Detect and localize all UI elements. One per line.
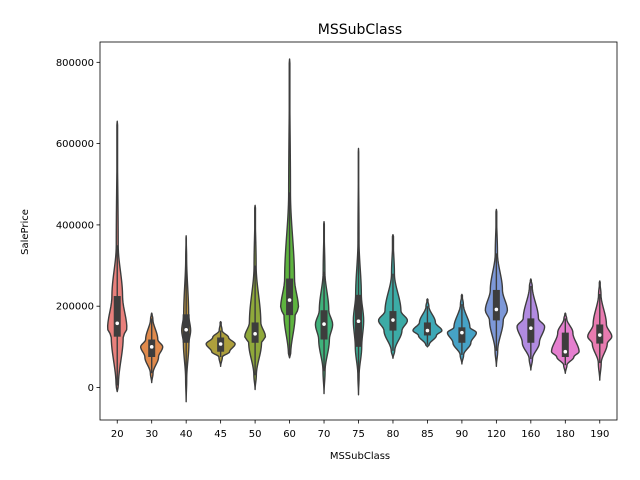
- violin-90: [446, 293, 478, 365]
- violin-75: [352, 147, 365, 396]
- y-tick-label-600000: 600000: [56, 139, 94, 150]
- violin-median-45: [218, 342, 223, 346]
- x-tick-label-50: 50: [249, 429, 262, 440]
- chart-title: MSSubClass: [318, 22, 402, 38]
- violin-180: [550, 312, 580, 374]
- y-tick-label-400000: 400000: [56, 220, 94, 231]
- violin-40: [180, 235, 192, 403]
- y-tick-label-800000: 800000: [56, 58, 94, 69]
- x-tick-label-60: 60: [283, 429, 296, 440]
- violin-median-80: [391, 318, 395, 322]
- x-tick-label-80: 80: [387, 429, 400, 440]
- violin-median-50: [253, 332, 257, 336]
- violin-median-160: [529, 326, 533, 330]
- violin-median-75: [356, 319, 361, 324]
- violin-median-70: [322, 322, 326, 326]
- y-tick-label-0: 0: [88, 383, 94, 394]
- violin-median-120: [494, 307, 499, 312]
- x-tick-label-75: 75: [352, 429, 365, 440]
- violin-iqr-box-160: [527, 318, 535, 343]
- violin-median-40: [184, 327, 188, 332]
- x-tick-label-190: 190: [590, 429, 609, 440]
- violin-median-20: [115, 321, 120, 326]
- x-tick-label-85: 85: [421, 429, 434, 440]
- y-tick-label-200000: 200000: [56, 302, 94, 313]
- violin-45: [205, 320, 236, 368]
- violin-iqr-box-20: [113, 296, 121, 337]
- violin-median-85: [425, 328, 430, 333]
- violin-median-180: [563, 349, 568, 354]
- violin-iqr-box-180: [561, 332, 569, 357]
- violins-group: [106, 58, 613, 403]
- violin-60: [279, 58, 300, 359]
- x-tick-label-45: 45: [214, 429, 227, 440]
- violin-median-190: [597, 333, 602, 337]
- x-axis-ticks: 20 30 40 45 50 60 70 75 80 85 90 120 160 180 190: [111, 420, 609, 440]
- violin-iqr-box-60: [286, 278, 294, 316]
- x-tick-label-20: 20: [111, 429, 124, 440]
- violin-30: [139, 312, 164, 384]
- violin-median-60: [287, 298, 292, 302]
- violin-120: [484, 208, 509, 368]
- x-tick-label-40: 40: [180, 429, 193, 440]
- violin-80: [377, 233, 409, 359]
- x-tick-label-70: 70: [318, 429, 331, 440]
- violin-85: [412, 298, 443, 348]
- x-tick-label-160: 160: [521, 429, 540, 440]
- violin-50: [244, 204, 267, 391]
- x-tick-label-120: 120: [487, 429, 506, 440]
- violin-median-90: [460, 330, 464, 335]
- x-axis-label: MSSubClass: [330, 451, 390, 462]
- violin-iqr-box-90: [458, 327, 466, 343]
- violin-160: [516, 278, 546, 371]
- x-tick-label-180: 180: [556, 429, 575, 440]
- violin-iqr-box-120: [492, 289, 500, 321]
- x-tick-label-90: 90: [456, 429, 469, 440]
- violin-median-30: [149, 345, 154, 349]
- x-tick-label-30: 30: [145, 429, 158, 440]
- y-axis-label: SalePrice: [20, 209, 31, 255]
- violin-190: [587, 280, 613, 381]
- violin-20: [106, 120, 128, 393]
- violin-70: [314, 220, 334, 395]
- y-axis-ticks: 0 200000 400000 600000 800000: [56, 58, 100, 394]
